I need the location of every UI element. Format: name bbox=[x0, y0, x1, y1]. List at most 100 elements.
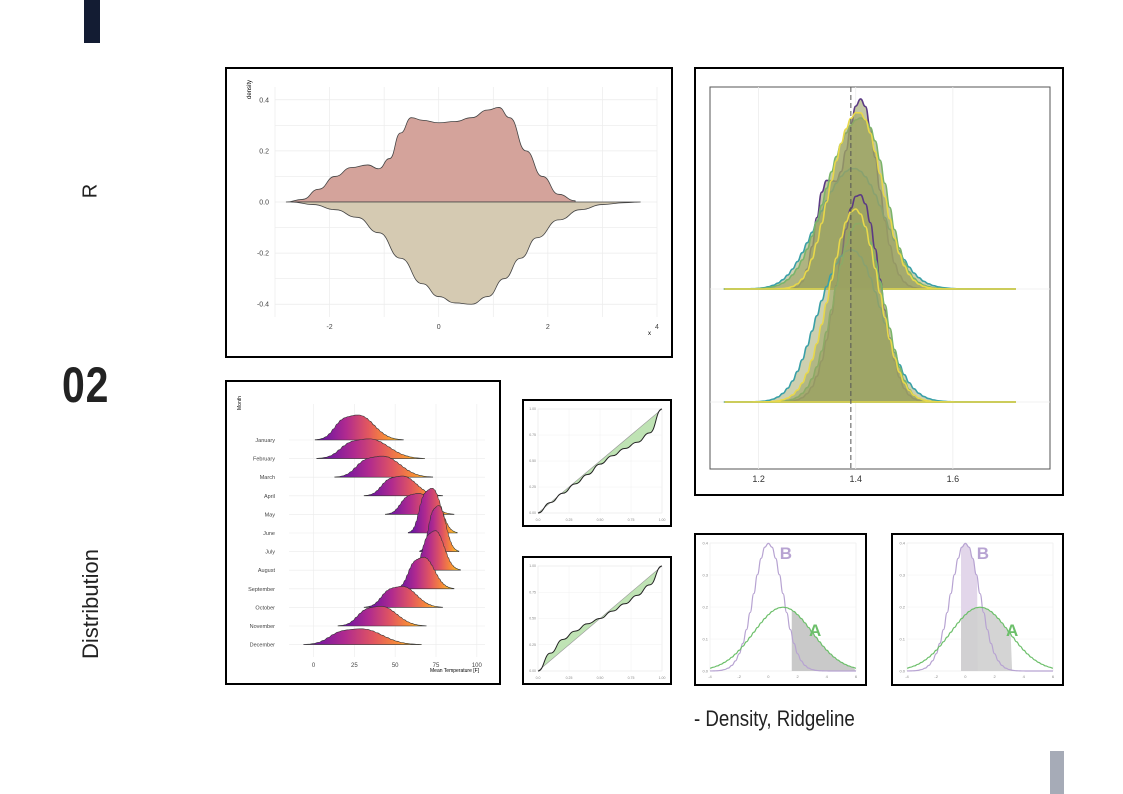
shaded-region bbox=[791, 609, 856, 671]
y-tick-label: 0.3 bbox=[899, 573, 905, 578]
month-label: October bbox=[255, 605, 275, 611]
x-tick-label: -2 bbox=[737, 674, 741, 679]
x-tick-label: 4 bbox=[1023, 674, 1026, 679]
month-label: April bbox=[264, 494, 275, 500]
ridge-december bbox=[303, 628, 422, 645]
y-tick-label: 0.3 bbox=[702, 573, 708, 578]
cdf-curve bbox=[537, 408, 663, 514]
bottom-accent-bar bbox=[1050, 751, 1064, 794]
x-tick-label: 2 bbox=[796, 674, 799, 679]
side-label-topic: Distribution bbox=[78, 548, 103, 660]
ridge-november bbox=[337, 605, 427, 627]
y-tick-label: 0.1 bbox=[899, 637, 905, 642]
x-tick-label: 4 bbox=[655, 324, 659, 331]
ridge-january bbox=[314, 414, 404, 441]
y-tick-label: 0.75 bbox=[529, 590, 536, 594]
y-tick-label: 0.75 bbox=[529, 433, 536, 437]
x-tick-label: 25 bbox=[351, 663, 358, 669]
month-label: February bbox=[253, 457, 275, 463]
ridge-october bbox=[363, 586, 443, 608]
month-label: December bbox=[250, 643, 276, 649]
x-tick-label: 1.6 bbox=[947, 474, 960, 484]
y-axis-label: Month bbox=[237, 396, 243, 410]
x-tick-label: 0 bbox=[964, 674, 967, 679]
ridge-yellow bbox=[724, 111, 1016, 290]
x-tick-label: 1.00 bbox=[659, 676, 666, 680]
y-tick-label: 0.0 bbox=[899, 669, 905, 674]
y-tick-label: 0.50 bbox=[529, 459, 536, 463]
x-tick-label: 0.50 bbox=[597, 676, 604, 680]
cdf-chart-2: 0.0 0.25 0.50 0.75 1.00 0.00 0.25 0.50 0.75 1.00 bbox=[529, 564, 666, 680]
label-b: B bbox=[780, 544, 792, 563]
x-axis-label: Mean Temperature [F] bbox=[430, 668, 480, 674]
y-tick-label: 0.2 bbox=[259, 148, 269, 155]
y-tick-label: 0.25 bbox=[529, 643, 536, 647]
y-tick-label: 0.0 bbox=[702, 669, 708, 674]
month-label: July bbox=[265, 550, 275, 556]
y-tick-label: 1.00 bbox=[529, 407, 536, 411]
x-tick-label: 2 bbox=[993, 674, 996, 679]
month-label: June bbox=[263, 531, 275, 537]
ridge-march bbox=[334, 455, 434, 478]
shaded-region-a bbox=[961, 607, 1013, 671]
x-tick-label: 50 bbox=[392, 663, 399, 669]
y-tick-label: 0.4 bbox=[702, 541, 708, 546]
x-tick-label: -4 bbox=[905, 674, 909, 679]
ridge-september bbox=[394, 556, 455, 590]
x-tick-label: 4 bbox=[826, 674, 829, 679]
grouped-ridgeline-chart: 1.2 1.4 1.6 bbox=[709, 86, 1051, 484]
slide-caption: - Density, Ridgeline bbox=[694, 706, 855, 731]
density-ab-panel-2: A B -4 -2 0 2 4 6 0.0 0.1 0.2 0.3 0.4 bbox=[891, 533, 1064, 686]
x-tick-label: 100 bbox=[472, 663, 483, 669]
x-tick-label: 0 bbox=[312, 663, 316, 669]
y-tick-label: 0.4 bbox=[899, 541, 905, 546]
x-tick-label: 0.0 bbox=[536, 518, 541, 522]
ridge-yellow bbox=[724, 208, 1016, 403]
x-tick-label: 0.50 bbox=[597, 518, 604, 522]
y-axis-label: density bbox=[247, 80, 253, 99]
mirrored-density-chart: 0.4 0.2 0.0 -0.2 -0.4 -2 0 2 4 density x bbox=[247, 80, 659, 337]
top-accent-bar bbox=[84, 0, 100, 43]
grouped-ridgeline-panel: 1.2 1.4 1.6 bbox=[694, 67, 1064, 496]
x-tick-label: 0 bbox=[767, 674, 770, 679]
density-curve-b bbox=[906, 542, 1053, 672]
x-tick-label: 1.2 bbox=[752, 474, 765, 484]
x-tick-label: -2 bbox=[934, 674, 938, 679]
x-tick-label: 0 bbox=[437, 324, 441, 331]
x-tick-label: -4 bbox=[708, 674, 712, 679]
x-tick-label: 2 bbox=[546, 324, 550, 331]
label-b: B bbox=[977, 544, 989, 563]
density-curve-a bbox=[906, 606, 1054, 669]
y-tick-label: -0.2 bbox=[257, 251, 269, 258]
ridge-february bbox=[316, 438, 425, 459]
side-label-language: R bbox=[79, 183, 102, 199]
month-label: November bbox=[250, 624, 276, 630]
y-tick-label: 0.0 bbox=[259, 200, 269, 207]
density-area-bottom bbox=[291, 201, 641, 305]
mirrored-density-panel: 0.4 0.2 0.0 -0.2 -0.4 -2 0 2 4 density x bbox=[225, 67, 673, 358]
month-label: August bbox=[258, 568, 276, 574]
y-tick-label: -0.4 bbox=[257, 302, 269, 309]
y-tick-label: 0.2 bbox=[702, 605, 708, 610]
y-tick-label: 1.00 bbox=[529, 564, 536, 568]
density-curve-a bbox=[709, 606, 857, 669]
density-curve-b bbox=[709, 542, 856, 672]
x-tick-label: 0.75 bbox=[628, 676, 635, 680]
x-tick-label: 0.25 bbox=[566, 518, 573, 522]
ridgeline-month-panel: January February March April May June July Augu… bbox=[225, 380, 501, 685]
y-tick-label: 0.1 bbox=[702, 637, 708, 642]
x-tick-label: 0.0 bbox=[536, 676, 541, 680]
x-axis-label: x bbox=[648, 331, 651, 337]
y-tick-label: 0.00 bbox=[529, 669, 536, 673]
y-tick-label: 0.25 bbox=[529, 485, 536, 489]
x-tick-label: -2 bbox=[326, 324, 332, 331]
cdf-panel-2: 0.0 0.25 0.50 0.75 1.00 0.00 0.25 0.50 0.75 1.00 bbox=[522, 556, 672, 685]
label-a: A bbox=[1006, 621, 1018, 640]
ridgeline-month-chart: January February March April May June July Augu… bbox=[237, 396, 485, 674]
cdf-chart-1: 0.0 0.25 0.50 0.75 1.00 0.00 0.25 0.50 0.75 1.00 bbox=[529, 407, 665, 522]
x-tick-label: 75 bbox=[433, 663, 440, 669]
density-ab-panel-1: A B -4 -2 0 2 4 6 0.0 0.1 0.2 0.3 0.4 bbox=[694, 533, 867, 686]
month-label: March bbox=[260, 475, 275, 481]
cdf-curve bbox=[537, 565, 663, 672]
month-label: September bbox=[248, 587, 275, 593]
